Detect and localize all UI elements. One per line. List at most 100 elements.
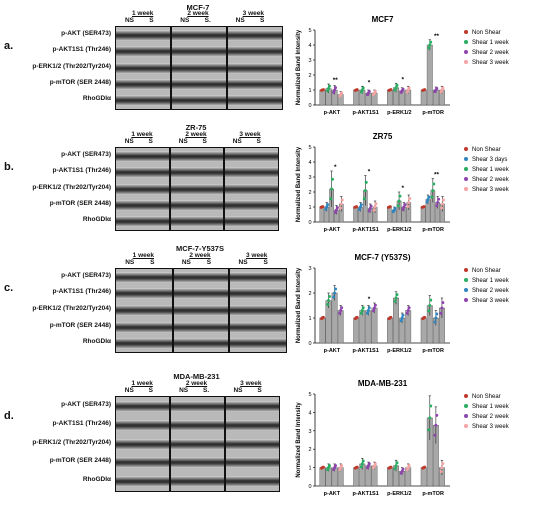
protein-label: p-AKT1S1 (Thr246) [52, 419, 111, 427]
x-tick-label: p-ERK1/2 [387, 348, 411, 354]
data-point [439, 470, 443, 474]
data-point [360, 309, 364, 312]
data-point [397, 199, 401, 203]
significance-annotation: * [368, 169, 371, 176]
bar [353, 467, 360, 487]
x-tick-label: p-mTOR [422, 491, 444, 497]
legend-entry: Shear 1 week [472, 167, 510, 173]
data-point [332, 295, 336, 299]
legend-marker [464, 278, 468, 282]
data-point [434, 423, 438, 427]
data-point [401, 313, 405, 317]
x-tick-label: p-ERK1/2 [387, 110, 411, 116]
legend-marker [464, 187, 468, 191]
western-blot-image [115, 147, 279, 231]
bar [426, 44, 433, 106]
western-blot-image [115, 396, 280, 492]
data-point [408, 196, 412, 200]
data-point [389, 315, 393, 319]
data-point [355, 315, 359, 319]
y-tick-label: 1 [308, 466, 311, 472]
protein-label: p-AKT (SER473) [61, 29, 111, 37]
bar [387, 317, 393, 344]
data-point [388, 205, 392, 209]
data-point [430, 195, 434, 199]
legend-entry: Non Shear [472, 30, 501, 36]
blot-separator [170, 27, 173, 109]
y-tick-label: 2 [308, 190, 311, 196]
y-tick-label: 3 [308, 175, 311, 181]
y-tick-label: 3 [308, 266, 311, 272]
data-point [329, 197, 333, 201]
data-point [428, 416, 432, 420]
data-point [367, 89, 371, 93]
data-point [427, 428, 431, 432]
data-point [334, 287, 338, 291]
y-tick-label: 1 [308, 88, 311, 94]
y-tick-label: 4 [308, 160, 311, 166]
data-point [427, 309, 431, 313]
lane-label: S [257, 387, 262, 394]
lane-label: NS [125, 259, 135, 266]
lane-label: NS [232, 138, 242, 145]
x-tick-label: p-AKT [324, 110, 341, 116]
x-tick-label: p-AKT1S1 [352, 348, 378, 354]
band-strip [116, 457, 279, 469]
week-label: 3 week [242, 10, 264, 17]
y-axis-label: Normalized Band Intensity [296, 402, 302, 478]
western-blot-image [115, 268, 287, 353]
band-strip [116, 400, 279, 412]
blot-title: MCF-7-Y537S [176, 244, 224, 253]
band-strip [116, 46, 282, 58]
data-point [423, 315, 427, 319]
protein-label: p-AKT1S1 (Thr246) [52, 288, 111, 296]
data-point [393, 88, 397, 92]
legend-marker [464, 268, 468, 272]
data-point [374, 202, 378, 206]
data-point [367, 306, 371, 310]
data-point [401, 207, 405, 211]
lane-label: S [149, 17, 154, 24]
bar [387, 206, 392, 223]
week-label: 1 week [132, 10, 154, 17]
data-point [406, 309, 410, 312]
data-point [429, 40, 433, 44]
data-point [363, 189, 367, 192]
y-tick-label: 0 [308, 484, 311, 490]
blot-separator [228, 269, 231, 352]
legend-marker [464, 50, 468, 54]
panel-label: d. [4, 410, 14, 422]
data-point [373, 205, 377, 209]
y-tick-label: 1 [308, 205, 311, 211]
x-tick-label: p-AKT1S1 [352, 227, 378, 233]
data-point [367, 209, 371, 213]
x-tick-label: p-mTOR [422, 110, 444, 116]
data-point [334, 464, 338, 468]
data-point [434, 316, 438, 320]
y-tick-label: 0 [308, 103, 311, 109]
protein-label: p-AKT (SER473) [61, 150, 111, 158]
band-strip [116, 29, 282, 41]
protein-label: p-ERK1/2 (Thr202/Tyr204) [32, 62, 111, 70]
band-strip [116, 271, 286, 283]
blot-title: ZR-75 [185, 123, 207, 132]
x-tick-label: p-AKT [324, 227, 341, 233]
data-point [401, 467, 405, 471]
data-point [422, 205, 426, 209]
data-point [333, 88, 337, 92]
y-axis-label: Normalized Band Intensity [296, 267, 302, 343]
protein-label: p-AKT (SER473) [61, 271, 111, 279]
data-point [402, 205, 406, 209]
chart-title: MCF-7 (Y537S) [354, 253, 410, 262]
protein-label: RhoGDIα [82, 338, 111, 346]
legend-marker [464, 177, 468, 181]
data-point [407, 201, 411, 204]
band-strip [116, 438, 279, 450]
data-point [372, 309, 376, 313]
y-tick-label: 4 [308, 410, 311, 416]
data-point [389, 465, 393, 469]
significance-annotation: ** [434, 172, 440, 179]
lane-label: NS [235, 17, 245, 24]
legend-entry: Shear 1 week [472, 404, 510, 410]
data-point [340, 198, 344, 202]
